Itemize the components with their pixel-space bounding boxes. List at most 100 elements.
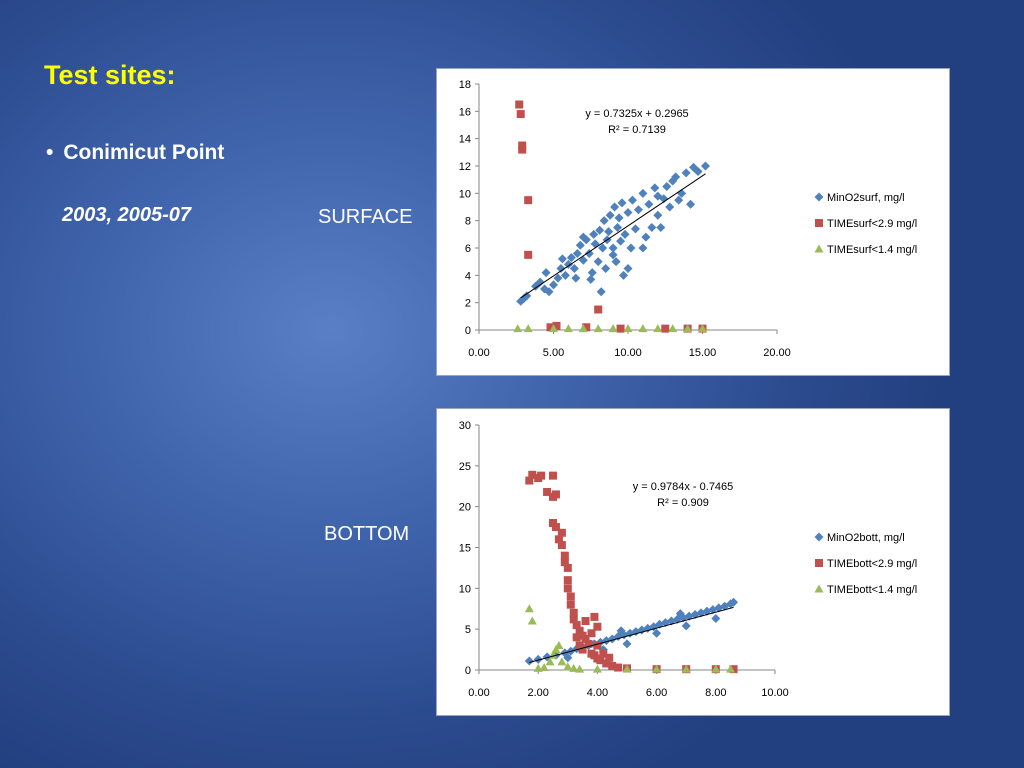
bottom-chart: 0 5 10 15 20 25 30 0.00 2.00 4.00 6.00 8.00 10.00 y =… [436,408,950,716]
bottom-point-diamond [729,597,739,607]
surface-point-diamond [614,213,624,223]
bottom-point-diamond [563,653,573,663]
surface-point-triangle [578,324,588,333]
bottom-point-square [543,487,552,496]
surface-point-diamond [598,243,608,253]
surface-point-triangle [638,324,648,333]
bottom-point-diamond [533,654,543,664]
surface-chart-svg: 0 2 4 6 8 10 12 14 16 18 0.00 5.00 10.00 15.00 20.00 y … [459,79,917,359]
surface-point-triangle [549,324,558,333]
bottom-point-square [554,535,563,544]
bottom-point-diamond [711,614,721,624]
bottom-point-square [569,615,578,624]
surface-point-triangle [668,324,678,333]
bottom-point-square [563,576,572,585]
bottom-point-triangle [563,662,573,671]
surface-y-tick-label: 18 [459,79,471,91]
surface-point-triangle [623,324,633,333]
surface-point-diamond [638,243,648,253]
bottom-y-tick-label: 10 [459,583,471,595]
surface-point-square [552,321,561,330]
surface-point-diamond [686,199,696,209]
bottom-point-square [614,663,623,672]
surface-point-diamond [569,264,579,273]
surface-point-triangle [608,324,618,333]
bullet-dot: • [46,141,54,164]
bottom-point-triangle [569,663,579,672]
bottom-legend-marker [814,584,824,593]
bottom-point-diamond [524,656,534,666]
surface-point-diamond [665,202,675,212]
bottom-x-tick-label: 4.00 [587,687,608,699]
bottom-legend-label: TIMEbott<2.9 mg/l [827,558,917,570]
surface-y-tick-label: 8 [465,216,471,228]
surface-equation: y = 0.7325x + 0.2965 [585,108,688,120]
surface-point-diamond [653,210,663,220]
surface-point-diamond [608,243,618,253]
bottom-point-square [551,523,560,532]
surface-x-tick-label: 0.00 [468,347,489,359]
surface-y-tick-label: 0 [465,325,471,337]
surface-x-tick-label: 10.00 [614,347,642,359]
bottom-point-triangle [557,657,567,666]
surface-point-diamond [616,236,626,246]
bottom-point-square [572,621,581,630]
surface-point-triangle [698,324,707,333]
surface-point-diamond [578,232,588,242]
bottom-point-square [602,659,611,668]
bottom-point-square [605,653,614,662]
surface-point-square [616,324,625,333]
surface-point-square [582,323,591,332]
bottom-point-square [557,541,566,550]
bottom-point-triangle [545,657,555,666]
bottom-point-square [581,634,590,643]
surface-point-square [546,323,555,332]
years-text: 2003, 2005-07 [62,204,192,226]
bottom-point-triangle [726,664,736,673]
bottom-point-triangle [524,604,534,613]
bottom-point-square [575,641,584,650]
surface-point-diamond [674,195,684,205]
bottom-x-tick-label: 0.00 [468,687,489,699]
bottom-point-diamond [616,626,626,636]
surface-trendline [520,173,706,299]
bottom-legend-label: TIMEbott<1.4 mg/l [827,584,917,596]
bottom-point-square [525,476,534,485]
bottom-r-squared: R² = 0.909 [657,497,709,509]
bottom-point-square [528,470,537,479]
bottom-point-diamond [681,621,691,631]
bottom-y-tick-label: 25 [459,461,471,473]
surface-point-diamond [641,232,651,242]
surface-point-diamond [541,268,551,278]
surface-point-diamond [595,225,605,235]
bottom-point-square [563,563,572,572]
surface-point-diamond [553,273,563,283]
bottom-x-tick-label: 2.00 [527,687,548,699]
surface-y-tick-label: 10 [459,188,471,200]
bottom-point-diamond [675,609,685,619]
bottom-point-square [537,471,546,480]
bottom-point-square [584,639,593,648]
bottom-point-square [557,528,566,537]
surface-point-square [661,324,670,333]
bottom-point-triangle [575,664,585,673]
surface-y-tick-label: 4 [465,270,471,282]
surface-legend-label: TIMEsurf<2.9 mg/l [827,218,917,230]
surface-point-diamond [656,223,666,232]
surface-point-diamond [638,188,648,198]
bottom-point-square [560,558,569,567]
surface-point-diamond [700,161,710,171]
surface-point-square [594,305,603,314]
surface-point-diamond [604,227,614,237]
surface-point-diamond [593,257,603,267]
bottom-y-tick-label: 20 [459,502,471,514]
surface-point-diamond [556,264,566,273]
surface-y-tick-label: 16 [459,106,471,118]
surface-point-diamond [566,253,576,263]
bottom-point-square [590,612,599,621]
surface-point-diamond [662,182,672,191]
surface-point-diamond [584,248,594,258]
surface-point-diamond [519,294,529,304]
surface-point-diamond [589,229,599,239]
surface-point-diamond [681,168,691,178]
